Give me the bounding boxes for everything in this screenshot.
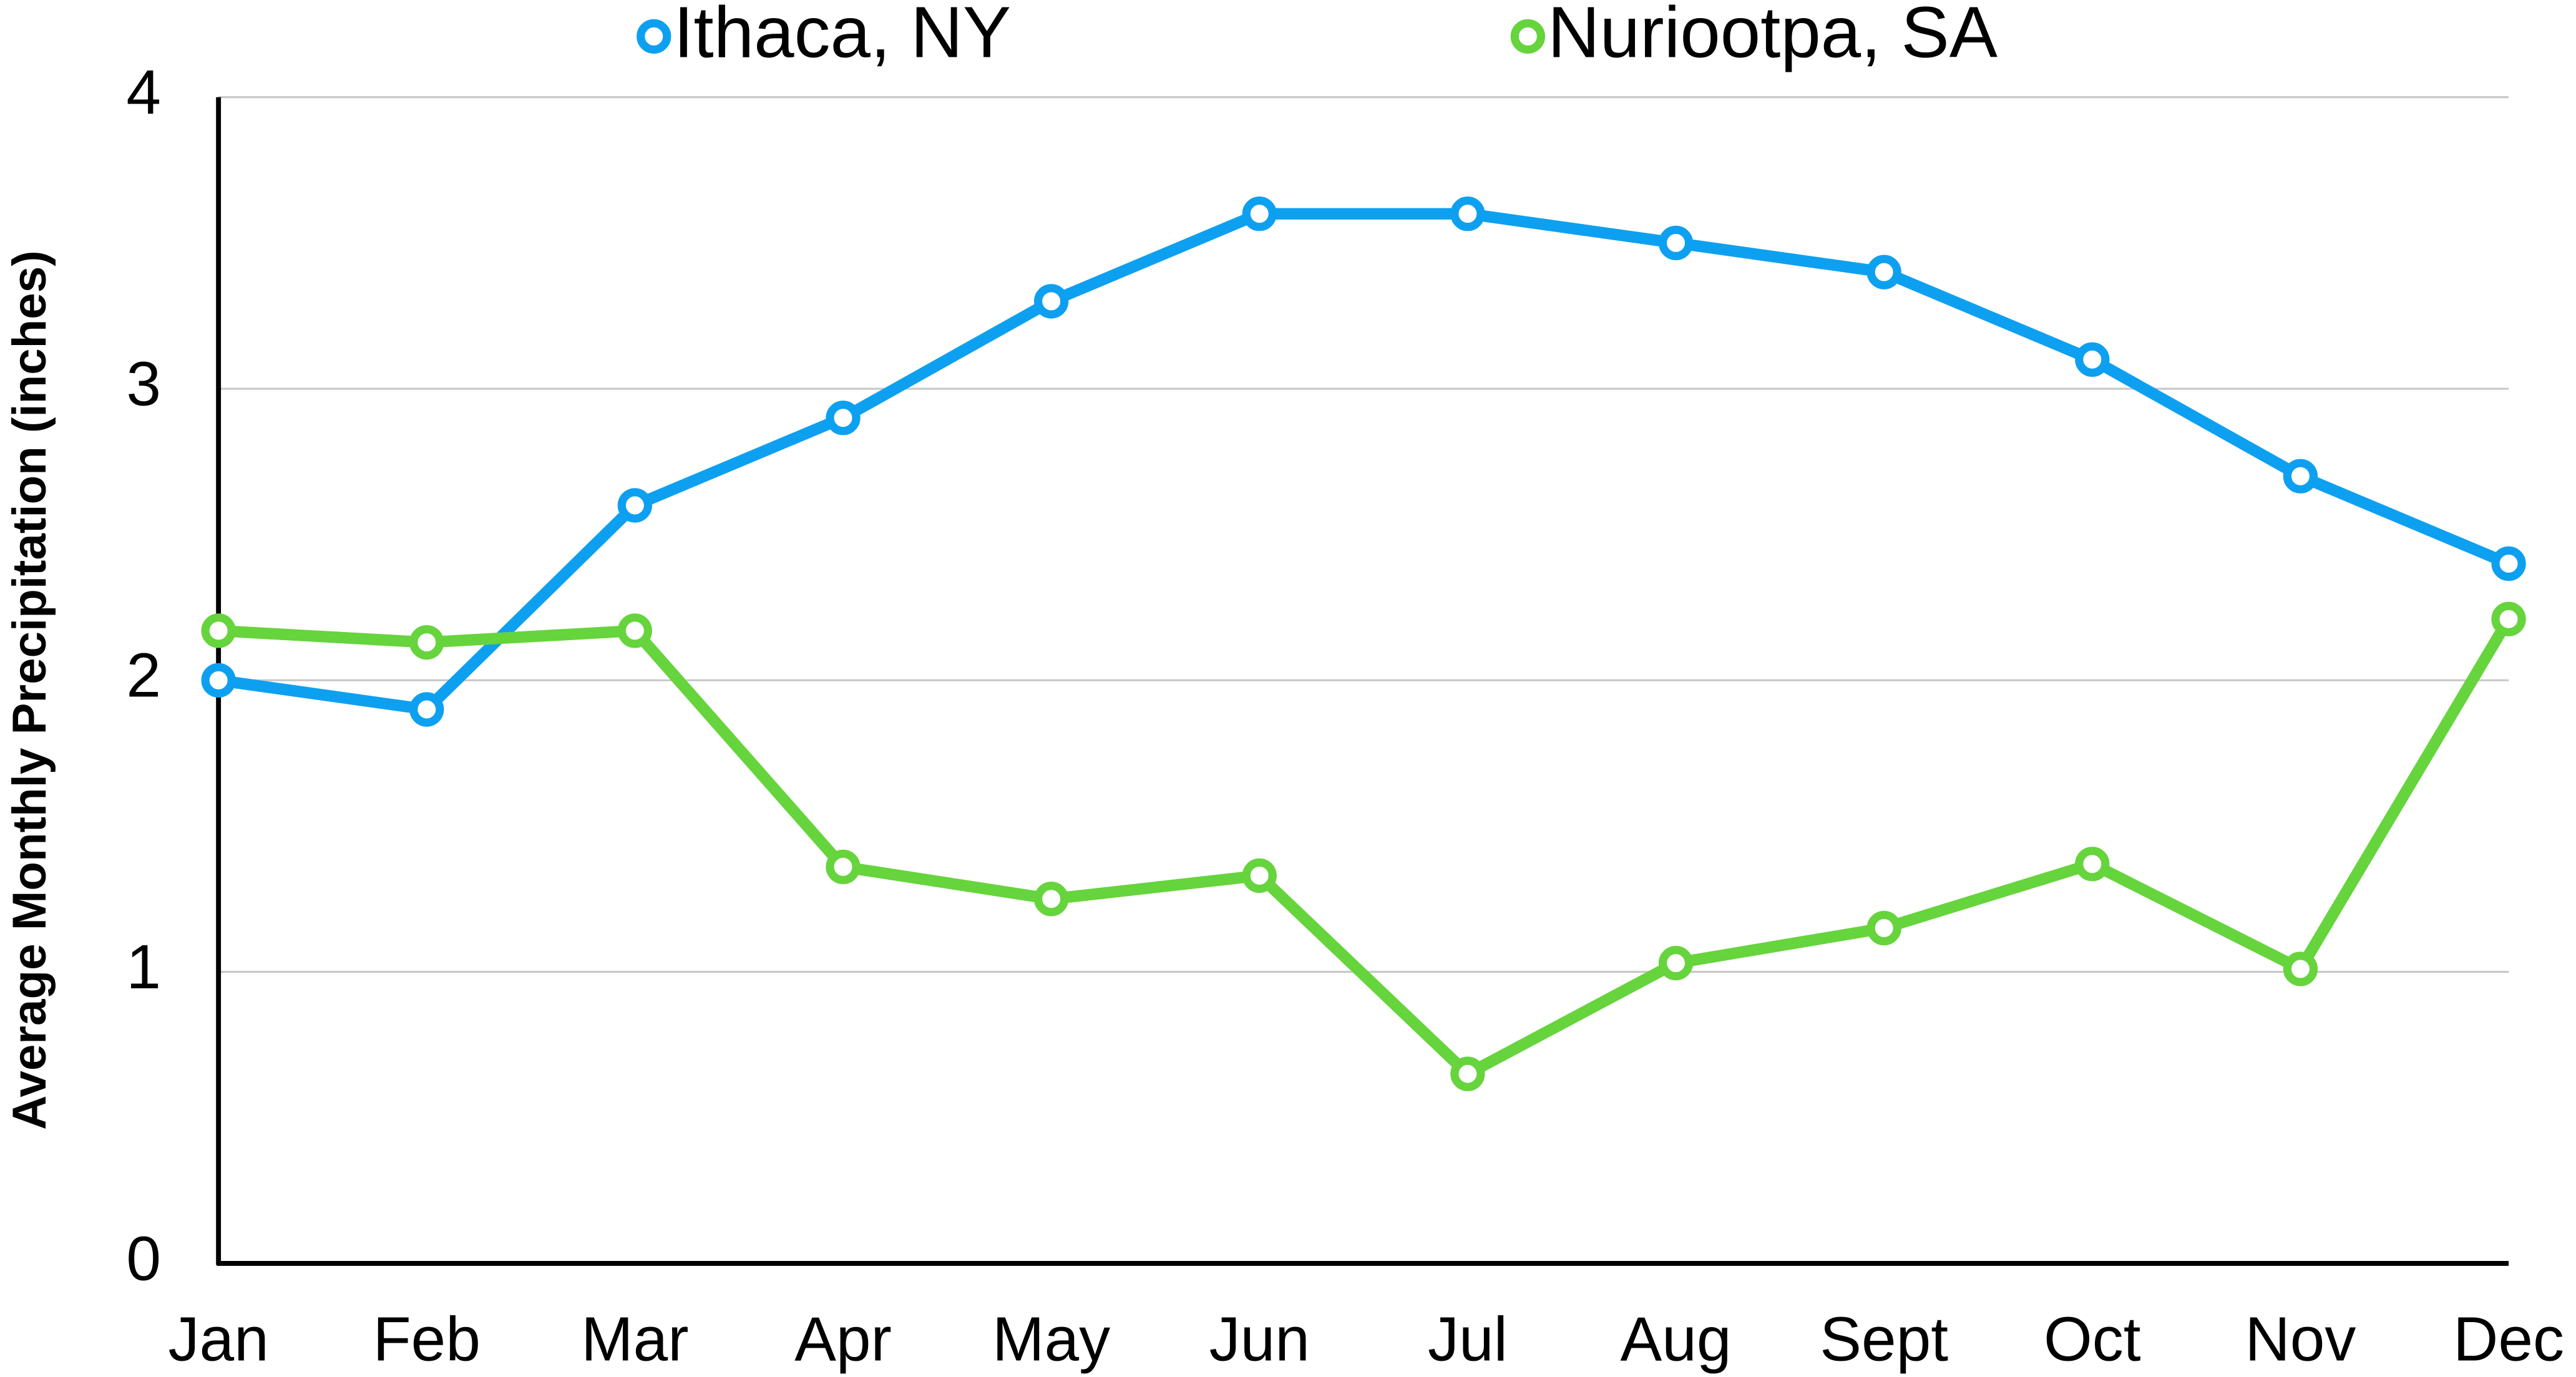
data-point <box>201 613 236 648</box>
legend-label: Ithaca, NY <box>673 0 1011 73</box>
data-point <box>2283 951 2318 986</box>
x-tick-label: Nov <box>2245 1304 2356 1374</box>
data-point <box>1034 882 1069 917</box>
data-point <box>1450 197 1485 231</box>
x-tick-label: Apr <box>794 1304 892 1374</box>
data-point <box>2491 601 2526 636</box>
x-tick-label: Jul <box>1428 1304 1508 1374</box>
data-point <box>1242 197 1277 231</box>
y-tick-label: 2 <box>126 641 161 711</box>
y-tick-label: 4 <box>126 57 161 127</box>
data-point <box>2075 342 2110 377</box>
data-point <box>409 692 444 727</box>
x-tick-label: Jan <box>168 1304 269 1374</box>
y-tick-label: 1 <box>126 932 161 1002</box>
x-tick-label: Sept <box>1820 1304 1948 1374</box>
data-point <box>201 663 236 698</box>
data-point <box>1658 225 1694 261</box>
data-point <box>2283 459 2318 494</box>
x-tick-label: Jun <box>1209 1304 1310 1374</box>
series-line <box>217 208 2511 716</box>
data-point <box>2075 847 2110 882</box>
series-line <box>218 616 2514 1080</box>
x-tick-label: Dec <box>2453 1304 2564 1374</box>
legend-marker <box>637 19 671 54</box>
x-tick-label: May <box>992 1304 1110 1374</box>
data-point <box>1866 255 1901 290</box>
data-point <box>1866 910 1901 946</box>
data-point <box>409 625 444 660</box>
x-tick-label: Oct <box>2044 1304 2141 1374</box>
data-point <box>617 488 653 523</box>
x-tick-label: Aug <box>1621 1304 1732 1374</box>
data-point <box>617 613 653 648</box>
data-point <box>826 849 861 885</box>
data-point <box>1658 945 1694 981</box>
x-tick-label: Feb <box>373 1304 481 1374</box>
legend-label: Nuriootpa, SA <box>1548 0 1998 73</box>
legend-marker <box>1510 19 1546 54</box>
x-tick-label: Mar <box>581 1304 688 1374</box>
data-point <box>826 401 861 435</box>
y-tick-label: 3 <box>126 349 161 419</box>
data-point <box>1450 1056 1485 1091</box>
data-point <box>2491 546 2526 581</box>
y-axis-title: Average Monthly Precipitation (inches) <box>3 250 56 1130</box>
data-point <box>1242 858 1277 893</box>
data-point <box>1034 284 1069 319</box>
y-tick-label: 0 <box>126 1224 161 1293</box>
